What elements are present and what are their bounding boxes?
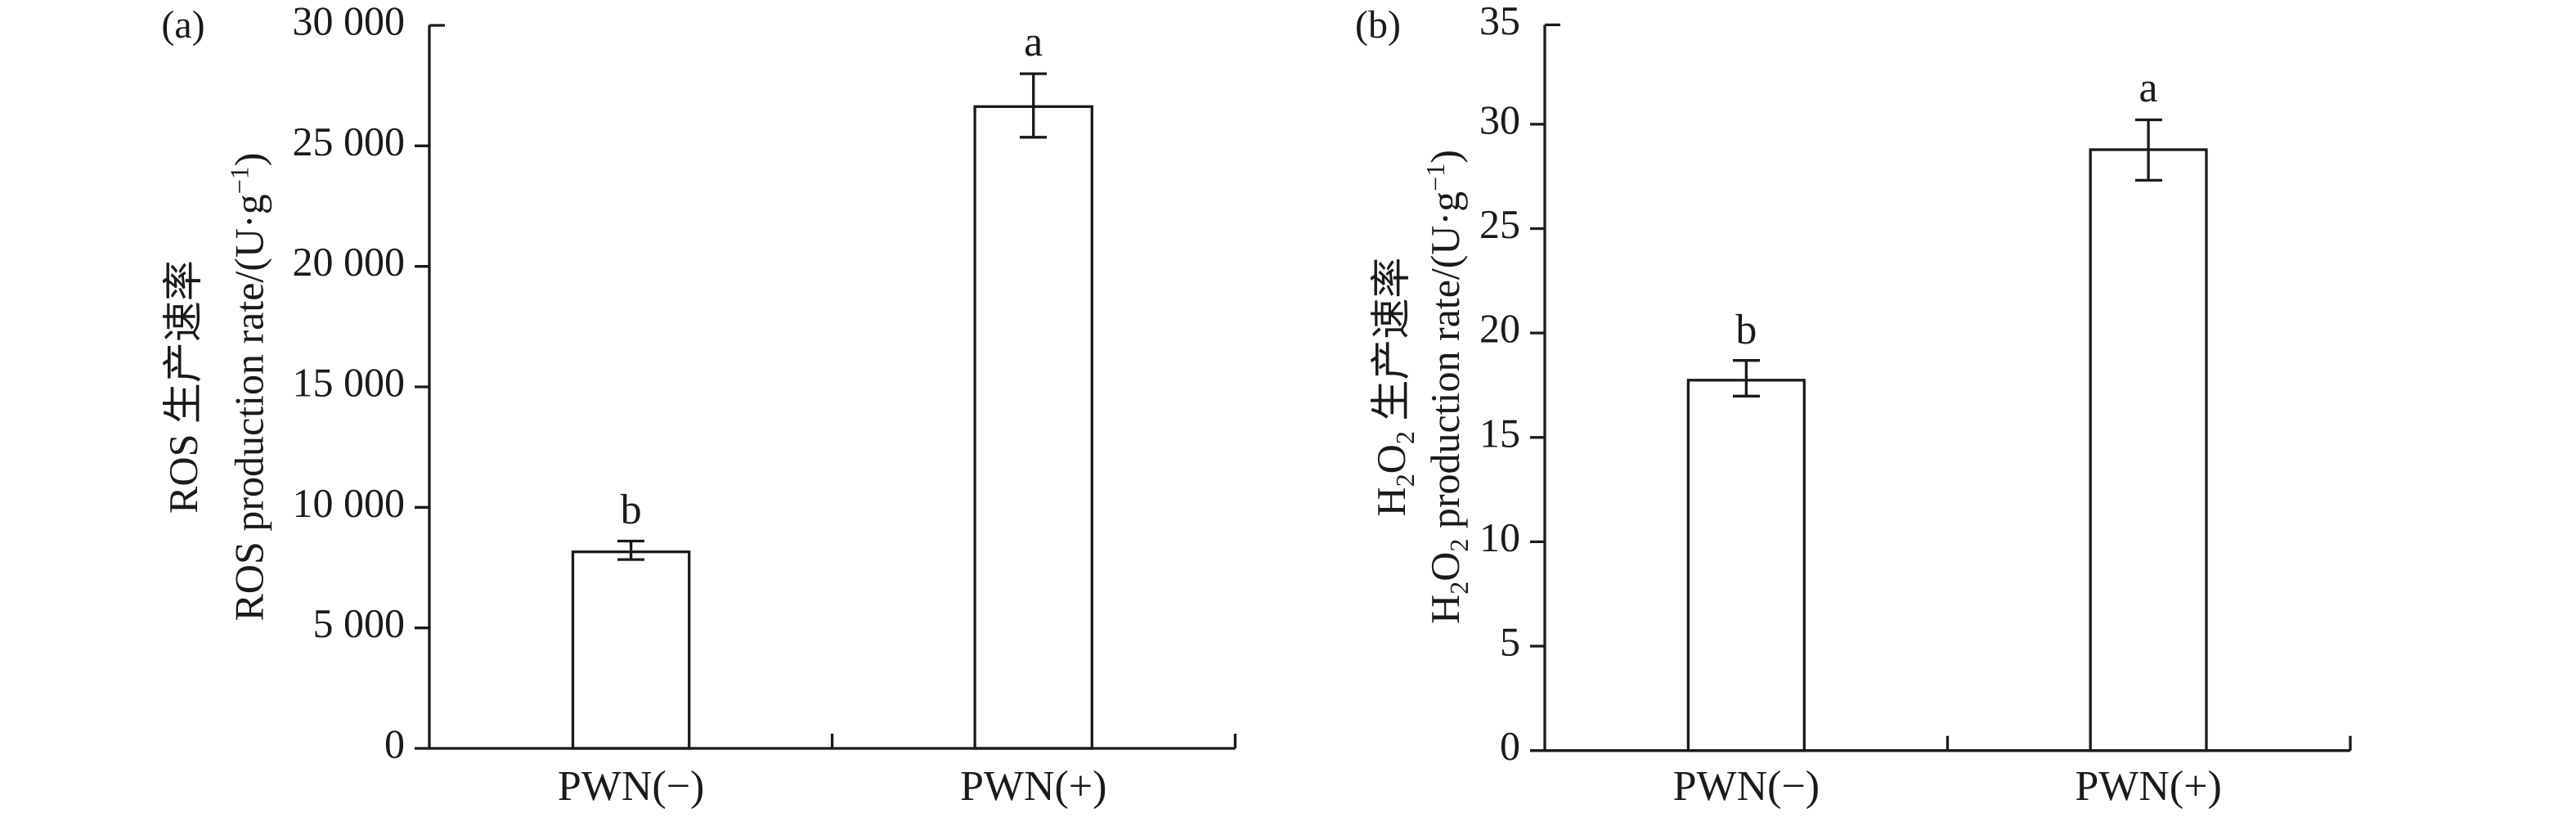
svg-text:(b): (b) xyxy=(1355,3,1401,47)
svg-text:0: 0 xyxy=(384,721,405,766)
svg-text:5: 5 xyxy=(1500,618,1520,664)
svg-text:20 000: 20 000 xyxy=(293,239,406,285)
svg-text:20: 20 xyxy=(1479,306,1520,352)
svg-text:30 000: 30 000 xyxy=(293,0,406,43)
svg-text:5 000: 5 000 xyxy=(313,600,406,646)
svg-text:b: b xyxy=(1735,307,1757,353)
svg-text:a: a xyxy=(1024,19,1043,65)
svg-text:PWN(−): PWN(−) xyxy=(558,763,705,810)
svg-text:25 000: 25 000 xyxy=(293,119,406,164)
svg-text:10 000: 10 000 xyxy=(293,480,406,526)
svg-text:b: b xyxy=(621,487,642,533)
svg-text:10: 10 xyxy=(1479,514,1520,560)
svg-text:PWN(+): PWN(+) xyxy=(960,763,1107,810)
svg-text:15 000: 15 000 xyxy=(293,359,406,405)
svg-text:PWN(−): PWN(−) xyxy=(1673,763,1820,810)
svg-text:PWN(+): PWN(+) xyxy=(2075,763,2222,810)
svg-text:15: 15 xyxy=(1479,410,1520,456)
svg-text:a: a xyxy=(2139,65,2158,111)
svg-text:35: 35 xyxy=(1479,0,1520,43)
svg-text:30: 30 xyxy=(1479,97,1520,142)
svg-text:25: 25 xyxy=(1479,201,1520,247)
svg-text:(a): (a) xyxy=(161,3,204,47)
svg-text:0: 0 xyxy=(1500,723,1520,769)
